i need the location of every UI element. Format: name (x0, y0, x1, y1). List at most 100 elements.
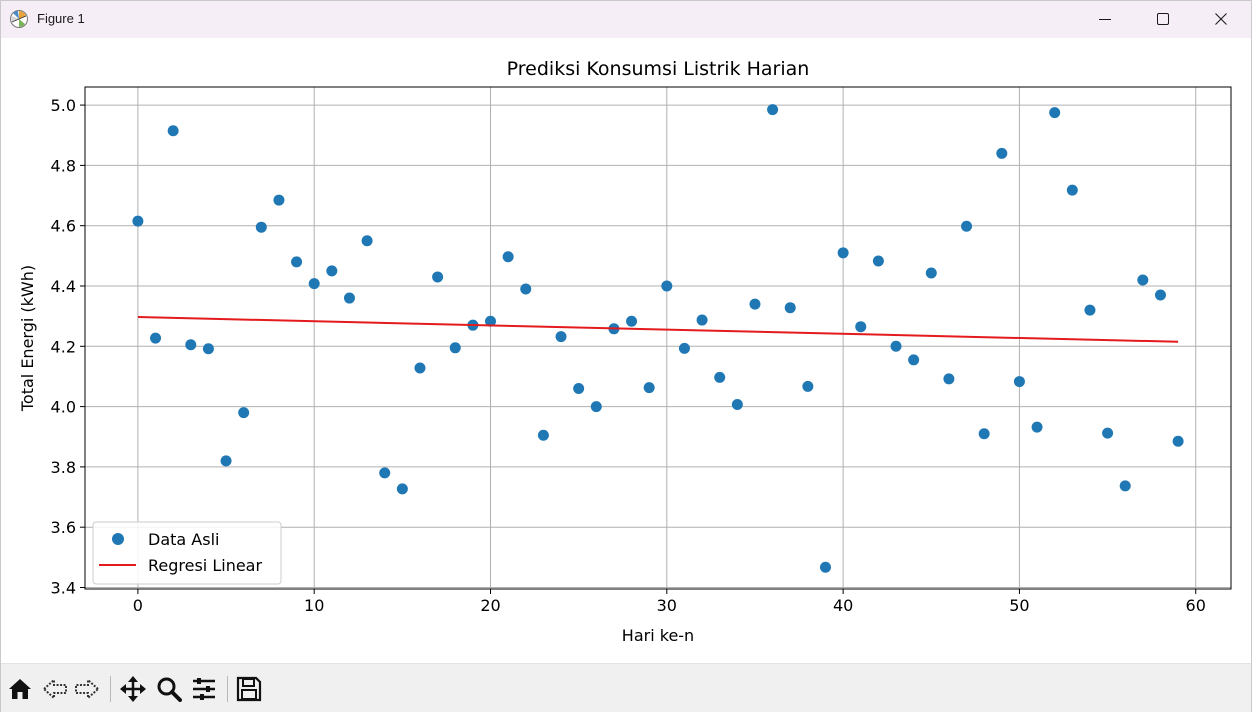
data-point (996, 147, 1008, 159)
data-point (361, 235, 373, 247)
y-axis-label: Total Energi (kWh) (18, 265, 37, 412)
data-point (255, 221, 267, 233)
data-point (202, 343, 214, 355)
back-icon (42, 677, 67, 701)
toolbar-separator (110, 676, 111, 702)
axis-ticks: 0 10 20 30 40 50 60 3.4 3.6 3.8 4.0 4.2 4.4 4.6 4.8 5.0 (51, 96, 1206, 615)
title-bar: Figure 1 (1, 1, 1251, 38)
data-point (802, 380, 814, 392)
data-point (414, 362, 426, 374)
data-point (273, 194, 285, 206)
data-point (520, 283, 532, 295)
y-tick-label: 4.6 (51, 217, 76, 236)
configure-subplots-button[interactable] (189, 674, 219, 704)
data-point (379, 467, 391, 479)
figure-canvas: 0 10 20 30 40 50 60 3.4 3.6 3.8 4.0 4.2 4.4 4.6 4.8 5.0… (1, 38, 1251, 663)
data-point (573, 383, 585, 395)
scatter-chart: 0 10 20 30 40 50 60 3.4 3.6 3.8 4.0 4.2 4.4 4.6 4.8 5.0… (18, 58, 1232, 645)
forward-icon (75, 677, 100, 701)
data-point (837, 247, 849, 259)
x-tick-label: 30 (657, 596, 677, 615)
navigation-toolbar (1, 663, 1251, 712)
data-point (678, 342, 690, 354)
maximize-icon (1157, 13, 1169, 25)
y-tick-label: 4.0 (51, 398, 76, 417)
matplotlib-app-icon (10, 10, 28, 28)
data-point (485, 315, 497, 327)
pan-icon (120, 676, 146, 702)
data-point (961, 220, 973, 232)
data-point (449, 342, 461, 354)
legend-label-data-asli: Data Asli (148, 530, 219, 549)
data-point (238, 407, 250, 419)
data-point (1172, 435, 1184, 447)
data-point (537, 429, 549, 441)
data-point (908, 354, 920, 366)
data-point (749, 298, 761, 310)
plot-data (132, 104, 1184, 573)
data-point (731, 398, 743, 410)
y-tick-label: 4.8 (51, 156, 76, 175)
data-point (819, 561, 831, 573)
data-point (643, 382, 655, 394)
close-button[interactable] (1192, 1, 1250, 38)
data-point (185, 339, 197, 351)
window-title: Figure 1 (37, 11, 85, 26)
y-tick-label: 3.4 (51, 578, 76, 597)
minimize-icon (1099, 19, 1111, 20)
data-point (1066, 184, 1078, 196)
x-tick-label: 60 (1186, 596, 1206, 615)
configure-subplots-icon (193, 678, 215, 700)
y-tick-label: 4.2 (51, 337, 76, 356)
y-tick-label: 5.0 (51, 96, 76, 115)
x-axis-label: Hari ke-n (622, 626, 694, 645)
toolbar-separator (227, 676, 228, 702)
data-point (326, 265, 338, 277)
data-point (872, 255, 884, 267)
data-point (132, 215, 144, 227)
data-point (1084, 304, 1096, 316)
legend-marker-data-asli (112, 533, 124, 545)
home-icon (9, 679, 31, 699)
x-tick-label: 50 (1009, 596, 1029, 615)
home-button[interactable] (5, 674, 35, 704)
data-point (343, 292, 355, 304)
pan-button[interactable] (118, 674, 148, 704)
data-point (590, 401, 602, 413)
y-tick-label: 4.4 (51, 277, 76, 296)
data-point (291, 256, 303, 268)
zoom-button[interactable] (154, 674, 184, 704)
minimize-button[interactable] (1076, 1, 1134, 38)
data-point (167, 125, 179, 137)
data-point (661, 280, 673, 292)
back-button[interactable] (40, 674, 70, 704)
x-tick-label: 0 (133, 596, 143, 615)
data-point (855, 321, 867, 333)
x-tick-label: 10 (304, 596, 324, 615)
data-point (978, 428, 990, 440)
data-point (220, 455, 232, 467)
data-point (714, 371, 726, 383)
x-tick-label: 40 (833, 596, 853, 615)
data-point (1154, 289, 1166, 301)
forward-button[interactable] (72, 674, 102, 704)
save-button[interactable] (234, 674, 264, 704)
y-tick-label: 3.8 (51, 458, 76, 477)
data-point (308, 278, 320, 290)
data-point (890, 340, 902, 352)
data-point (1137, 274, 1149, 286)
data-point (1102, 427, 1114, 439)
y-tick-label: 3.6 (51, 518, 76, 537)
maximize-button[interactable] (1134, 1, 1192, 38)
data-point (1013, 376, 1025, 388)
data-point (784, 302, 796, 314)
data-point (696, 314, 708, 326)
data-point (555, 331, 567, 343)
data-point (1031, 421, 1043, 433)
legend-label-regresi-linear: Regresi Linear (148, 556, 262, 575)
data-point (432, 271, 444, 283)
zoom-icon (157, 677, 182, 702)
data-point (150, 332, 162, 344)
x-tick-label: 20 (480, 596, 500, 615)
